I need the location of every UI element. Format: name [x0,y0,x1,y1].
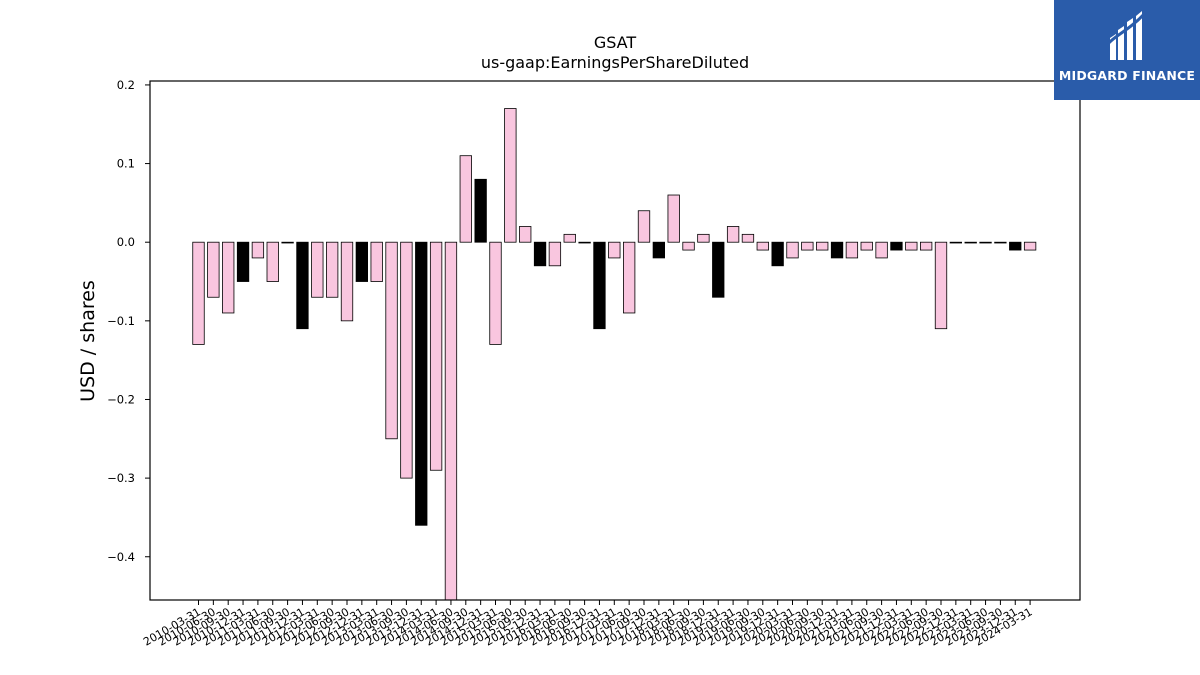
bar-2013-12-31 [415,241,428,526]
chart-title: GSAT [594,33,637,52]
bar-2014-03-31 [429,241,443,471]
bar-2012-06-30 [325,241,339,298]
bar-2015-03-31 [489,241,502,345]
bar-2010-12-31 [236,241,250,282]
bar-2010-09-30 [222,241,235,314]
bar-2018-09-30 [697,233,710,243]
bar-2015-09-30 [519,226,532,243]
bar-2011-06-30 [266,241,279,282]
bar-2022-09-30 [934,241,948,330]
y-tick-label: −0.4 [107,550,135,564]
bar-2019-06-30 [741,233,755,243]
plot-frame [149,80,1081,601]
bar-2012-03-31 [311,241,324,298]
bar-2011-03-31 [251,241,265,259]
bar-2022-03-31 [905,241,918,251]
bar-2016-06-30 [563,233,576,243]
bar-2014-09-30 [459,155,472,243]
brand-logo: MIDGARD FINANCE [1054,0,1200,100]
bar-2022-06-30 [920,241,933,251]
brand-name: MIDGARD FINANCE [1058,68,1196,83]
bar-2016-12-31 [593,241,606,330]
bar-2023-12-31 [1009,241,1022,251]
bar-2012-09-30 [340,241,354,322]
bar-2019-03-31 [726,226,740,243]
bar-2010-06-30 [207,241,220,298]
y-axis-ticks: 0.2 0.1 0.0 −0.1 −0.2 −0.3 −0.4 [107,78,150,564]
y-tick-label: −0.2 [107,392,135,406]
x-axis-ticks: 2010-03-312010-06-302010-09-302010-12-31… [141,600,1035,649]
bar-2013-03-31 [370,241,383,282]
bar-2017-03-31 [608,241,621,259]
bar-2021-09-30 [875,241,888,259]
bar-2017-09-30 [637,210,651,243]
bar-2014-06-30 [444,241,458,601]
y-tick-label: 0.2 [117,78,135,92]
bar-2019-12-31 [771,241,784,267]
bar-2023-03-31 [964,241,977,244]
y-tick-label: −0.3 [107,471,135,485]
y-tick-label: 0.1 [117,157,135,171]
bar-2021-06-30 [860,241,873,251]
bar-2018-06-30 [682,241,695,251]
bar-2016-03-31 [548,241,562,267]
bar-2011-09-30 [281,241,294,244]
bar-2021-03-31 [845,241,859,259]
bar-2015-06-30 [504,108,517,243]
bar-2023-09-30 [994,241,1007,244]
bar-2010-03-31 [192,241,205,345]
bar-2022-12-31 [949,241,962,244]
midgard-logo-icon [1106,11,1148,60]
bar-2021-12-31 [890,241,903,251]
bar-2023-06-30 [979,241,992,244]
bar-2011-12-31 [296,241,309,330]
bar-2015-12-31 [533,241,547,267]
y-tick-label: −0.1 [107,314,135,328]
bar-2016-09-30 [578,241,591,244]
chart-subtitle: us-gaap:EarningsPerShareDiluted [481,53,749,72]
bar-2020-09-30 [816,241,829,251]
bar-2018-12-31 [712,241,725,298]
bar-2020-12-31 [830,241,844,259]
bar-2017-12-31 [652,241,665,259]
bar-2020-06-30 [801,241,814,251]
bar-2024-03-31 [1023,241,1037,251]
y-axis-label: USD / shares [77,280,99,402]
bar-2013-09-30 [400,241,413,479]
bar-2017-06-30 [623,241,636,314]
bar-series [192,108,1037,601]
bar-2019-09-30 [756,241,769,251]
y-tick-label: 0.0 [117,235,135,249]
bar-2018-03-31 [667,194,680,243]
bar-2014-12-31 [474,178,487,243]
bar-2012-12-31 [355,241,369,282]
bar-2020-03-31 [786,241,799,259]
bar-2013-06-30 [385,241,398,440]
